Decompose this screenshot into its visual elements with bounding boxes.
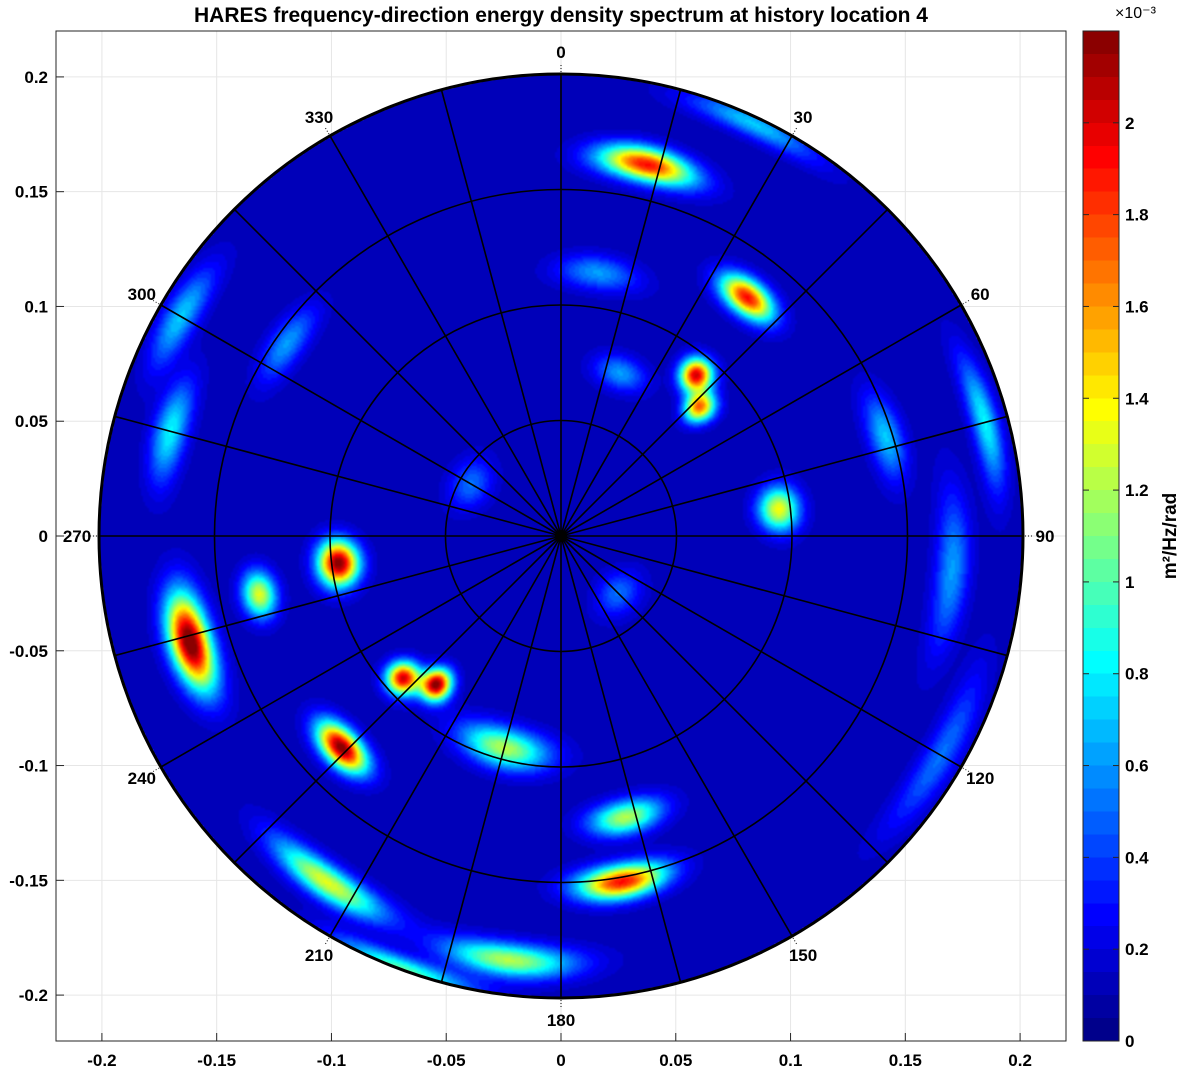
direction-label: 120 <box>966 769 994 788</box>
direction-tick <box>151 299 160 305</box>
colorbar-gradient <box>1083 31 1119 1041</box>
x-tick-label: 0.05 <box>659 1051 692 1069</box>
colorbar-tick-label: 0.8 <box>1125 665 1149 684</box>
colorbar-tick-label: 1.4 <box>1125 389 1149 408</box>
colorbar-tick-label: 0.6 <box>1125 757 1149 776</box>
direction-label: 180 <box>547 1011 575 1030</box>
y-tick-label: -0.05 <box>9 642 48 661</box>
x-tick-label: 0.1 <box>779 1051 803 1069</box>
y-tick-label: 0.2 <box>24 68 48 87</box>
direction-label: 0 <box>556 43 565 62</box>
x-tick-label: -0.1 <box>317 1051 346 1069</box>
colorbar-multiplier: ×10⁻³ <box>1115 5 1157 22</box>
direction-label: 30 <box>794 108 813 127</box>
colorbar-tick-label: 2 <box>1125 114 1134 133</box>
y-axis-ticks: 0.2 0.15 0.1 0.05 0 -0.05 -0.1 -0.15 -0.2 <box>9 68 64 1005</box>
direction-tick <box>324 937 330 946</box>
polar-center <box>555 530 567 542</box>
direction-tick <box>792 126 798 135</box>
colorbar-tick-label: 1.6 <box>1125 297 1149 316</box>
chart-title: HARES frequency-direction energy density… <box>194 4 928 27</box>
polar-ring <box>329 304 793 768</box>
x-axis-ticks: -0.2 -0.15 -0.1 -0.05 0 0.05 0.1 0.15 0.2 <box>87 1033 1032 1069</box>
polar-ring <box>213 188 909 884</box>
x-tick-label: -0.05 <box>427 1051 466 1069</box>
x-tick-label: 0.2 <box>1008 1051 1032 1069</box>
direction-label: 300 <box>128 285 156 304</box>
colorbar-tick-label: 0.4 <box>1125 848 1149 867</box>
colorbar-ticks: 0 0.2 0.4 0.6 0.8 1 1.2 1.4 1.6 1.8 2 <box>1083 114 1149 1051</box>
colorbar-tick-label: 1 <box>1125 573 1134 592</box>
colorbar-tick-label: 1.2 <box>1125 481 1149 500</box>
direction-label: 210 <box>305 946 333 965</box>
direction-tick <box>324 126 330 135</box>
direction-labels: 0 30 60 90 120 150 180 210 240 270 300 330 <box>63 43 1055 1030</box>
direction-label: 240 <box>128 769 156 788</box>
colorbar-tick-label: 1.8 <box>1125 206 1149 225</box>
direction-tick <box>792 937 798 946</box>
direction-tick <box>962 299 971 305</box>
colorbar-frame <box>1082 30 1120 1042</box>
direction-label: 60 <box>971 285 990 304</box>
y-tick-label: 0.15 <box>15 183 48 202</box>
direction-label: 90 <box>1036 527 1055 546</box>
direction-label: 270 <box>63 527 91 546</box>
colorbar-tick-label: 0 <box>1125 1032 1134 1051</box>
y-tick-label: -0.1 <box>19 757 48 776</box>
y-tick-label: 0.05 <box>15 412 48 431</box>
direction-tick <box>962 767 971 773</box>
y-tick-label: -0.2 <box>19 986 48 1005</box>
direction-tick <box>151 767 160 773</box>
colorbar-tick-label: 0.2 <box>1125 940 1149 959</box>
y-tick-label: -0.15 <box>9 871 48 890</box>
direction-label: 330 <box>305 108 333 127</box>
y-tick-label: 0.1 <box>24 297 48 316</box>
direction-label: 150 <box>789 946 817 965</box>
polar-ring <box>444 419 678 653</box>
polar-ring <box>97 72 1025 1000</box>
x-tick-label: 0 <box>556 1051 565 1069</box>
x-tick-label: 0.15 <box>889 1051 922 1069</box>
y-tick-label: 0 <box>39 527 48 546</box>
polar-grid <box>97 72 1025 1000</box>
x-tick-label: -0.15 <box>197 1051 236 1069</box>
x-tick-label: -0.2 <box>87 1051 116 1069</box>
colorbar-label: m²/Hz/rad <box>1160 493 1181 580</box>
